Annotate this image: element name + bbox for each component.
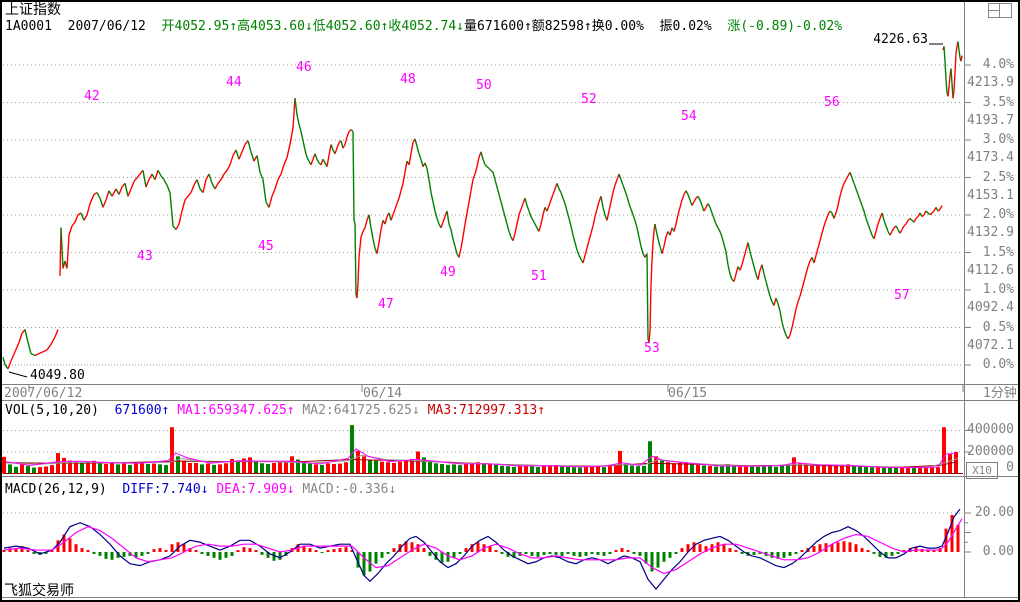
price-axis-value: 4153.1 [967,187,1014,203]
wave-label-49: 49 [440,265,456,280]
price-axis-pct: 3.5% [982,94,1014,110]
price-axis-value: 4193.7 [967,112,1014,128]
volume-axis-zero: 0 [1006,460,1014,475]
volume-axis-label: 200000 [967,443,1014,459]
window-layout-icon[interactable] [988,3,1012,18]
vol-info-segment-0: VOL(5,10,20) [5,403,115,418]
quote-info-bar: 1A0001 2007/06/12 开4052.95↑高4053.60↓低405… [5,20,842,33]
date-label: 06/14 [363,386,403,401]
macd-info-segment-0: MACD(26,12,9) [5,482,123,497]
price-axis-value: 4173.4 [967,150,1014,165]
macd-axis-label: 0.00 [982,544,1014,559]
wave-label-43: 43 [137,249,153,264]
wave-label-57: 57 [894,288,910,303]
wave-label-50: 50 [476,78,492,93]
vol-macd-divider [2,476,1018,477]
wave-label-51: 51 [531,269,547,284]
macd-info-segment-1: DIFF:7.740↓ [122,482,209,497]
period-selector[interactable]: 1分钟 [983,386,1017,401]
price-axis-pct: 0.5% [982,319,1014,335]
quote-info-segment-2: 量671600↑额82598↑换0.00% 振0.02% [464,19,728,34]
quote-info-segment-0: 1A0001 2007/06/12 [5,19,162,34]
date-row-bottom-divider [2,400,1018,401]
wave-label-48: 48 [400,72,416,87]
wave-label-47: 47 [378,297,394,312]
vol-info-segment-3: MA2:641725.625↓ [294,403,420,418]
volume-indicator-bar: VOL(5,10,20) 671600↑ MA1:659347.625↑ MA2… [5,404,545,417]
wave-label-52: 52 [581,92,597,107]
volume-axis-label: 400000 [967,422,1014,438]
macd-pane[interactable] [2,477,964,598]
vol-info-segment-4: MA3:712997.313↑ [419,403,546,418]
main-chart-pane[interactable] [2,30,964,384]
quote-info-segment-3: 涨(-0.89)-0.02% [727,19,843,34]
price-axis-pct: 1.0% [982,282,1014,297]
date-label: 2007/06/12 [4,386,83,401]
vol-info-segment-1: 671600↑ [114,403,170,418]
quote-info-segment-1: 开4052.95↑高4053.60↓低4052.60↑收4052.74↓ [161,19,465,34]
price-axis-value: 4072.1 [967,337,1014,353]
price-axis-pct: 1.5% [982,244,1014,260]
wave-label-54: 54 [681,109,697,124]
axis-column-divider [964,2,965,598]
vol-info-segment-2: MA1:659347.625↑ [169,403,295,418]
volume-multiplier-badge: X10 [966,462,998,479]
volume-pane[interactable] [2,401,964,476]
macd-info-segment-3: MACD:-0.336↓ [294,482,397,497]
price-axis-value: 4132.9 [967,225,1014,240]
wave-label-44: 44 [226,75,242,90]
wave-label-53: 53 [644,341,660,356]
macd-indicator-bar: MACD(26,12,9) DIFF:7.740↓ DEA:7.909↓ MAC… [5,483,396,496]
price-axis-value: 4213.9 [967,75,1014,90]
layout-icon-vertical-bar [999,4,1000,17]
wave-label-56: 56 [824,95,840,110]
wave-label-45: 45 [258,239,274,254]
macd-axis-label: 20.00 [974,505,1014,520]
macd-info-segment-2: DEA:7.909↓ [208,482,295,497]
page-title: 上证指数 [5,2,61,18]
price-axis-pct: 2.5% [982,169,1014,185]
price-axis-value: 4092.4 [967,300,1014,315]
min-price-annotation: 4049.80 [30,368,85,383]
wave-label-46: 46 [296,60,312,75]
price-axis-pct: 3.0% [982,132,1014,147]
max-price-annotation: 4226.63 [873,32,928,47]
app-name: 飞狐交易师 [4,583,74,599]
wave-label-42: 42 [84,89,100,104]
date-label: 06/15 [668,386,708,401]
layout-icon-horizontal-bar [989,10,999,11]
price-axis-pct: 2.0% [982,207,1014,222]
price-axis-value: 4112.6 [967,262,1014,278]
price-axis-pct: 4.0% [982,57,1014,72]
price-axis-pct: 0.0% [982,357,1014,372]
macd-bottom-divider [2,597,1018,598]
date-row-top-divider [2,384,1018,385]
